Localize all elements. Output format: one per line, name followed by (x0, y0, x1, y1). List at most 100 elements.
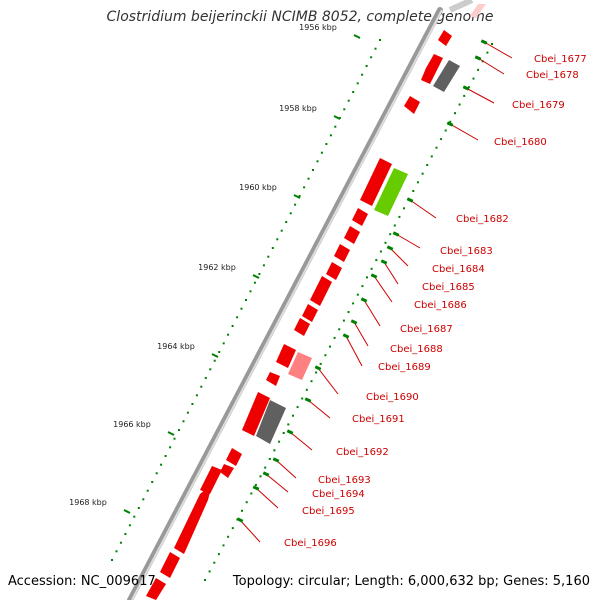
ring-dot (301, 397, 304, 400)
ring-dot (296, 406, 299, 409)
gene-label-cbei-1688[interactable]: Cbei_1688 (390, 344, 443, 355)
kbp-tick-label: 1962 kbp (198, 263, 236, 272)
gene-label-cbei-1693[interactable]: Cbei_1693 (318, 475, 371, 486)
ring-dot (398, 215, 401, 218)
gene-label-cbei-1687[interactable]: Cbei_1687 (400, 324, 453, 335)
gene-block[interactable] (220, 464, 234, 478)
ring-dot (440, 138, 443, 141)
ring-dot (292, 414, 294, 417)
ring-dot (307, 177, 310, 180)
ring-dot (352, 302, 355, 305)
ring-dot (115, 550, 118, 553)
ring-dot (268, 458, 271, 460)
gene-label-cbei-1689[interactable]: Cbei_1689 (378, 362, 431, 373)
gene-block[interactable] (146, 578, 166, 600)
gene-label-cbei-1692[interactable]: Cbei_1692 (336, 447, 389, 458)
ring-dot (334, 125, 337, 128)
ring-dot (186, 411, 189, 414)
ring-dot (421, 172, 424, 175)
gene-block[interactable] (374, 168, 408, 216)
ring-dot (361, 73, 364, 76)
gene-leader-tick (380, 259, 388, 265)
gene-label-cbei-1690[interactable]: Cbei_1690 (366, 392, 419, 403)
gene-block[interactable] (302, 304, 318, 322)
gene-block[interactable] (404, 96, 420, 114)
ring-dot (347, 311, 350, 313)
gene-block[interactable] (288, 352, 312, 380)
gene-leader-tick (252, 485, 260, 491)
gene-leader-line (389, 247, 409, 267)
gene-leader-tick (474, 55, 482, 61)
gene-block[interactable] (433, 60, 460, 92)
gene-block[interactable] (266, 372, 280, 386)
gene-block[interactable] (174, 484, 212, 554)
gene-leader-line (289, 431, 313, 451)
gene-label-cbei-1680[interactable]: Cbei_1680 (494, 137, 547, 148)
gene-leader-tick (350, 319, 358, 325)
ring-dot (333, 336, 336, 339)
ring-dot (267, 255, 270, 258)
gene-label-cbei-1684[interactable]: Cbei_1684 (432, 264, 485, 275)
ring-dot (329, 134, 332, 137)
gene-block[interactable] (360, 158, 392, 206)
gene-label-cbei-1678[interactable]: Cbei_1678 (526, 70, 579, 81)
gene-label-cbei-1696[interactable]: Cbei_1696 (284, 538, 337, 549)
gene-block[interactable] (256, 400, 286, 444)
gene-block[interactable] (344, 226, 360, 244)
ring-dot (271, 247, 274, 249)
ring-dot (249, 290, 252, 293)
ring-dot (254, 483, 257, 486)
gene-block[interactable] (352, 208, 368, 226)
gene-label-cbei-1686[interactable]: Cbei_1686 (414, 300, 467, 311)
ring-dot (430, 155, 433, 158)
gene-label-cbei-1682[interactable]: Cbei_1682 (456, 214, 509, 225)
ring-dot (259, 475, 262, 478)
gene-label-cbei-1679[interactable]: Cbei_1679 (512, 100, 565, 111)
kbp-tick-label: 1968 kbp (69, 498, 107, 507)
gene-block[interactable] (242, 392, 270, 436)
ring-dot (384, 241, 387, 244)
gene-block[interactable] (200, 466, 222, 494)
ring-dot (444, 129, 447, 132)
genome-summary: Topology: circular; Length: 6,000,632 bp… (232, 574, 590, 589)
gene-label-cbei-1683[interactable]: Cbei_1683 (440, 246, 493, 257)
kbp-tick-label: 1958 kbp (279, 104, 317, 113)
gene-block[interactable] (310, 276, 332, 306)
gene-leader-line (307, 399, 331, 419)
gene-leader-tick (446, 121, 454, 127)
ring-dot (294, 203, 297, 206)
ring-dot (240, 307, 243, 310)
ring-dot (222, 342, 225, 345)
gene-block[interactable] (334, 244, 350, 262)
gene-block[interactable] (326, 262, 342, 280)
gene-leader-line (255, 487, 279, 509)
gene-leader-line (317, 367, 339, 395)
ring-dot (227, 333, 230, 336)
gene-block[interactable] (438, 30, 452, 46)
ring-dot (458, 103, 461, 106)
gene-label-cbei-1695[interactable]: Cbei_1695 (302, 506, 355, 517)
ring-dot (111, 559, 113, 561)
gene-block[interactable] (160, 552, 180, 578)
ring-dot (209, 368, 212, 371)
gene-block[interactable] (421, 54, 443, 84)
ring-dot (282, 432, 285, 434)
gene-label-cbei-1685[interactable]: Cbei_1685 (422, 282, 475, 293)
gene-leader-tick (406, 197, 414, 203)
gene-block[interactable] (276, 344, 296, 368)
gene-label-cbei-1694[interactable]: Cbei_1694 (312, 489, 365, 500)
gene-label-cbei-1691[interactable]: Cbei_1691 (352, 414, 405, 425)
ring-dot (379, 250, 382, 253)
ring-dot (160, 463, 163, 466)
kbp-tick-label: 1956 kbp (299, 23, 337, 32)
gene-label-cbei-1677[interactable]: Cbei_1677 (534, 54, 587, 65)
gene-leader-line (353, 321, 369, 347)
ring-dot (312, 169, 314, 171)
gene-block[interactable] (226, 448, 242, 466)
gene-block[interactable] (470, 4, 486, 18)
ring-dot (133, 515, 136, 518)
ring-dot (370, 56, 373, 59)
gene-leader-line (345, 335, 363, 367)
gene-leader-tick (386, 245, 394, 251)
gene-block[interactable] (294, 318, 310, 336)
